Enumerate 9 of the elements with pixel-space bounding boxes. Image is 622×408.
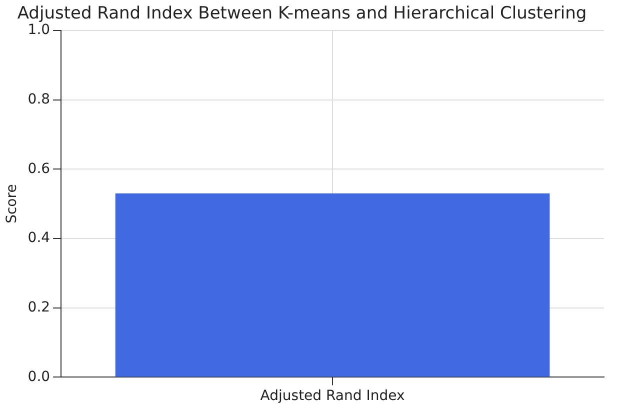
y-tick-label: 0.4 bbox=[28, 230, 50, 246]
y-tick-label: 0.2 bbox=[28, 299, 50, 316]
chart-title: Adjusted Rand Index Between K-means and Hierarchical Clustering bbox=[17, 4, 587, 24]
y-tick-label: 0.8 bbox=[28, 91, 50, 108]
y-tick-label: 0.0 bbox=[28, 368, 50, 385]
y-tick-label: 1.0 bbox=[28, 22, 50, 38]
y-tick-label: 0.6 bbox=[28, 160, 50, 177]
x-tick-label: Adjusted Rand Index bbox=[260, 388, 405, 404]
y-axis-title: Score bbox=[4, 184, 20, 224]
